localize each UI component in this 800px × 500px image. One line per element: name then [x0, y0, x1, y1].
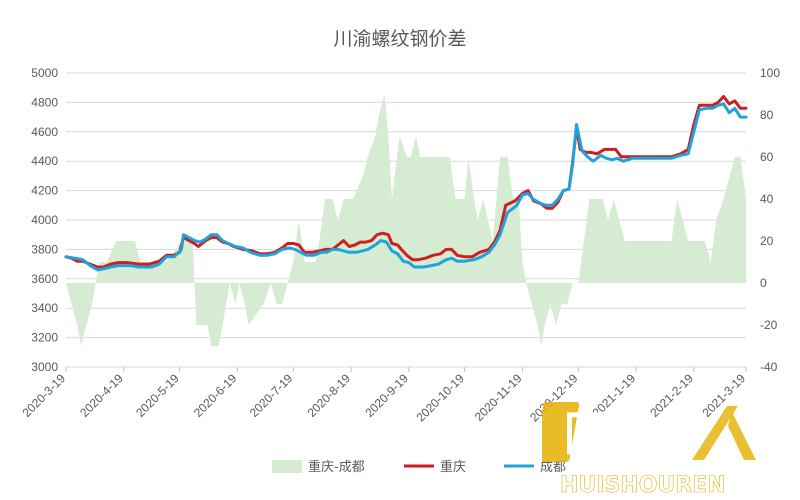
x-tick-label: 2020-7-19 [247, 371, 296, 420]
line-series-layer [64, 95, 748, 272]
left-y-tick-label: 4800 [31, 95, 58, 109]
x-tick-label: 2020-5-19 [133, 371, 182, 420]
legend-label: 成都 [540, 460, 566, 475]
legend-swatch [272, 460, 302, 473]
right-y-tick-label: 40 [760, 192, 774, 206]
legend-label: 重庆-成都 [308, 459, 365, 475]
x-tick-label: 2021-1-19 [590, 371, 639, 420]
right-y-tick-label: 0 [760, 276, 767, 290]
right-y-tick-label: 80 [760, 108, 774, 122]
right-y-tick-label: -20 [760, 318, 778, 332]
right-axis-ticks: -40 -20 0 20 40 60 80 100 [760, 66, 780, 374]
left-y-tick-label: 3800 [31, 242, 58, 256]
right-y-tick-label: 100 [760, 66, 780, 80]
x-tick-label: 2020-10-19 [413, 371, 467, 425]
series-area-chongqing-chengdu [66, 94, 746, 346]
x-tick-label: 2020-6-19 [191, 371, 240, 420]
x-tick-label: 2020-9-19 [362, 371, 411, 420]
left-y-tick-label: 4400 [31, 154, 58, 168]
left-y-tick-label: 3400 [31, 301, 58, 315]
right-y-tick-label: 20 [760, 234, 774, 248]
x-tick-label: 2020-8-19 [305, 371, 354, 420]
series-line-chongqing [64, 95, 748, 269]
left-y-tick-label: 4600 [31, 125, 58, 139]
series-line-chengdu [64, 102, 748, 272]
x-tick-label: 2020-4-19 [77, 371, 126, 420]
left-y-tick-label: 3600 [31, 272, 58, 286]
legend-label: 重庆 [440, 459, 466, 475]
area-series-layer [66, 94, 746, 346]
right-y-tick-label: 60 [760, 150, 774, 164]
legend: 重庆-成都 重庆 成都 [272, 459, 566, 475]
left-y-tick-label: 5000 [31, 66, 58, 80]
x-tick-label: 2021-3-19 [700, 371, 749, 420]
left-y-tick-label: 3200 [31, 331, 58, 345]
x-tick-label: 2020-12-19 [527, 371, 581, 425]
x-tick-label: 2020-3-19 [20, 371, 69, 420]
x-axis-ticks: 2020-3-19 2020-4-19 2020-5-19 2020-6-19 2020… [20, 367, 749, 425]
left-y-tick-label: 4200 [31, 184, 58, 198]
chart-title: 川渝螺纹钢价差 [333, 28, 466, 50]
x-tick-label: 2020-11-19 [472, 371, 525, 424]
left-y-tick-label: 3000 [31, 360, 58, 374]
left-y-tick-label: 4000 [31, 213, 58, 227]
right-y-tick-label: -40 [760, 360, 778, 374]
left-axis-ticks: 3000 3200 3400 3600 3800 4000 4200 4400 4600 4800… [31, 66, 58, 374]
x-tick-label: 2021-2-19 [647, 371, 696, 420]
